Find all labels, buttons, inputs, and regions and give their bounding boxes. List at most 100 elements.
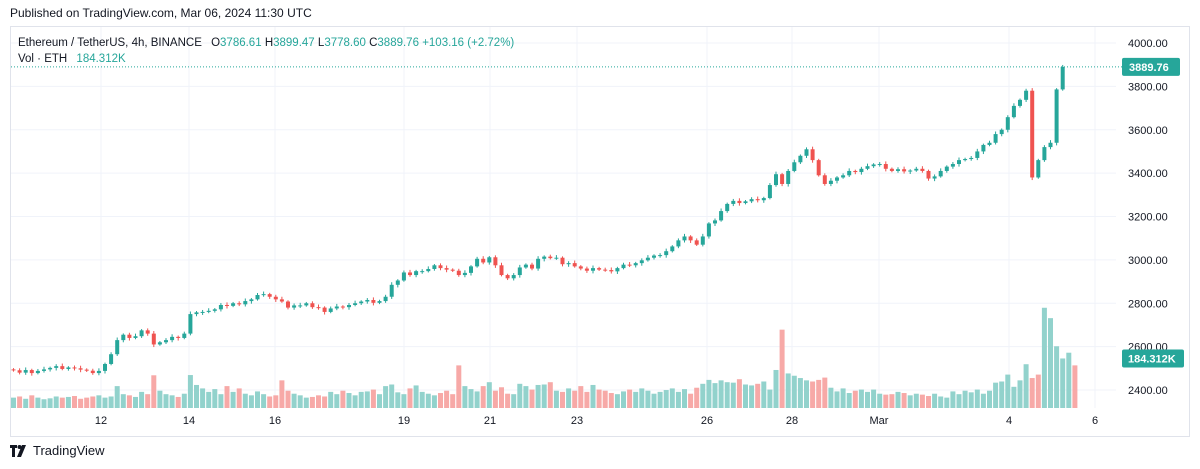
- candle-body[interactable]: [72, 367, 77, 369]
- candle-body[interactable]: [542, 256, 547, 259]
- candle-body[interactable]: [249, 299, 254, 302]
- candle-body[interactable]: [200, 311, 205, 313]
- candle-body[interactable]: [11, 369, 16, 371]
- candle-body[interactable]: [231, 303, 236, 306]
- candle-body[interactable]: [676, 240, 681, 247]
- candle-body[interactable]: [493, 257, 498, 266]
- candle-body[interactable]: [761, 198, 766, 201]
- candle-body[interactable]: [456, 270, 461, 276]
- time-axis[interactable]: 12 14 16 19 21 23 26 28 Mar 4 6: [95, 415, 1098, 427]
- candle-body[interactable]: [145, 330, 150, 334]
- chart-frame[interactable]: [10, 26, 1190, 437]
- candle-body[interactable]: [658, 255, 663, 257]
- candle-body[interactable]: [743, 201, 748, 204]
- candle-body[interactable]: [969, 157, 974, 160]
- candle-body[interactable]: [1042, 147, 1047, 161]
- candle-body[interactable]: [1011, 105, 1016, 118]
- candle-body[interactable]: [719, 211, 724, 221]
- candle-body[interactable]: [188, 314, 193, 334]
- candle-body[interactable]: [725, 203, 730, 212]
- candle-body[interactable]: [877, 164, 882, 166]
- candle-body[interactable]: [328, 308, 333, 312]
- candle-body[interactable]: [993, 134, 998, 143]
- volume-label[interactable]: Vol · ETH: [18, 53, 68, 65]
- candle-body[interactable]: [151, 333, 156, 345]
- candle-body[interactable]: [499, 265, 504, 276]
- candle-body[interactable]: [822, 175, 827, 184]
- price-axis[interactable]: 4000.00 3800.00 3600.00 3400.00 3200.00 3000.…: [1122, 38, 1184, 397]
- candle-body[interactable]: [530, 264, 534, 269]
- candle-body[interactable]: [17, 370, 22, 373]
- candle-body[interactable]: [48, 367, 53, 370]
- candle-body[interactable]: [645, 257, 650, 261]
- candle-body[interactable]: [828, 180, 833, 184]
- candle-body[interactable]: [554, 257, 559, 259]
- candle-body[interactable]: [908, 170, 913, 172]
- candle-body[interactable]: [96, 370, 101, 374]
- candle-body[interactable]: [438, 265, 443, 269]
- candle-body[interactable]: [261, 294, 266, 296]
- candle-body[interactable]: [133, 336, 138, 338]
- candle-body[interactable]: [170, 336, 175, 341]
- candle-body[interactable]: [35, 370, 40, 374]
- candle-body[interactable]: [963, 159, 968, 161]
- candle-body[interactable]: [944, 166, 949, 171]
- candle-body[interactable]: [121, 334, 126, 341]
- candle-body[interactable]: [286, 301, 290, 308]
- candle-body[interactable]: [164, 340, 168, 343]
- candle-body[interactable]: [517, 267, 522, 276]
- candle-body[interactable]: [902, 169, 907, 172]
- candle-body[interactable]: [292, 305, 297, 308]
- candle-body[interactable]: [682, 236, 687, 241]
- candle-body[interactable]: [1018, 99, 1022, 106]
- candle-body[interactable]: [798, 155, 803, 163]
- candle-body[interactable]: [371, 299, 376, 303]
- candle-body[interactable]: [548, 256, 553, 259]
- candle-body[interactable]: [23, 370, 28, 373]
- symbol-label[interactable]: Ethereum / TetherUS, 4h, BINANCE: [18, 37, 202, 49]
- candle-body[interactable]: [706, 223, 711, 237]
- candle-body[interactable]: [938, 170, 943, 177]
- candle-body[interactable]: [109, 354, 114, 364]
- candle-body[interactable]: [792, 162, 797, 171]
- candle-body[interactable]: [84, 369, 89, 371]
- candle-body[interactable]: [29, 370, 34, 374]
- candle-body[interactable]: [450, 269, 455, 271]
- candle-body[interactable]: [627, 264, 632, 266]
- candle-body[interactable]: [896, 169, 900, 171]
- candle-body[interactable]: [1036, 160, 1041, 178]
- candle-body[interactable]: [804, 149, 809, 156]
- candle-body[interactable]: [511, 275, 516, 279]
- candle-body[interactable]: [841, 175, 846, 178]
- candle-body[interactable]: [298, 305, 303, 307]
- candle-body[interactable]: [377, 301, 382, 303]
- candle-body[interactable]: [999, 129, 1004, 135]
- candle-body[interactable]: [401, 272, 406, 281]
- last-price-tag[interactable]: 3889.76: [1122, 57, 1180, 76]
- candle-body[interactable]: [597, 268, 602, 270]
- candle-body[interactable]: [889, 168, 894, 171]
- candle-body[interactable]: [731, 200, 736, 204]
- candle-body[interactable]: [194, 312, 199, 315]
- candle-body[interactable]: [408, 272, 412, 276]
- candle-body[interactable]: [615, 268, 620, 272]
- candle-body[interactable]: [103, 363, 107, 371]
- candle-body[interactable]: [584, 268, 589, 271]
- candle-body[interactable]: [694, 240, 699, 245]
- candle-body[interactable]: [926, 170, 931, 179]
- candle-body[interactable]: [1060, 66, 1065, 90]
- candle-body[interactable]: [505, 275, 510, 279]
- candle-body[interactable]: [737, 200, 742, 204]
- candle-body[interactable]: [816, 160, 821, 176]
- candles[interactable]: [11, 64, 1065, 376]
- candle-body[interactable]: [883, 164, 888, 169]
- candle-body[interactable]: [78, 368, 83, 370]
- candle-body[interactable]: [462, 272, 467, 276]
- candle-body[interactable]: [920, 168, 925, 171]
- candle-body[interactable]: [206, 310, 211, 312]
- candle-body[interactable]: [414, 271, 419, 276]
- candle-body[interactable]: [267, 294, 272, 297]
- candle-body[interactable]: [60, 366, 65, 369]
- candle-body[interactable]: [566, 263, 571, 265]
